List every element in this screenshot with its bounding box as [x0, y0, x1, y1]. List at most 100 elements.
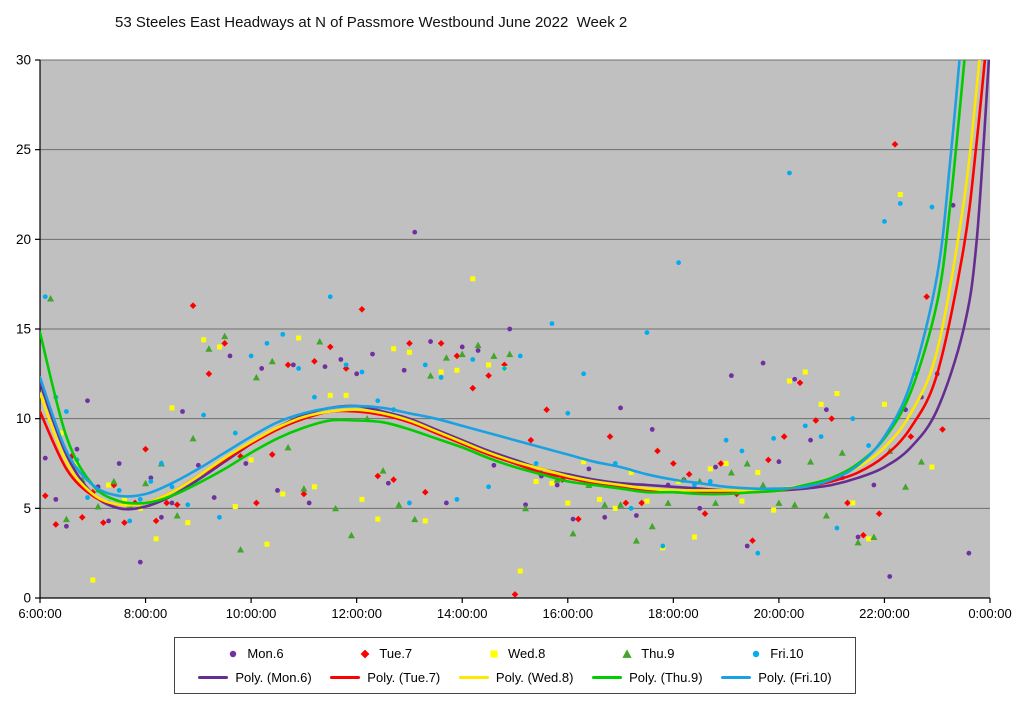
- data-point-marker: [490, 352, 498, 359]
- data-point-marker: [137, 559, 143, 565]
- data-point-marker: [94, 503, 102, 510]
- data-point-marker: [237, 453, 244, 460]
- data-point-marker: [744, 543, 750, 549]
- poly-fri10-line-icon: [721, 675, 752, 680]
- data-point-marker: [284, 443, 292, 451]
- data-point-marker: [275, 488, 280, 493]
- data-point-marker: [412, 229, 418, 235]
- data-point-marker: [507, 326, 513, 332]
- data-point-marker: [395, 501, 403, 508]
- data-point-marker: [47, 295, 55, 302]
- data-point-marker: [897, 201, 903, 206]
- data-point-marker: [875, 510, 883, 518]
- wed8-marker-icon: [490, 649, 498, 658]
- data-point-marker: [142, 445, 149, 453]
- data-point-marker: [169, 500, 175, 506]
- legend-label-poly-fri10: Poly. (Fri.10): [758, 670, 832, 685]
- data-point-marker: [100, 519, 107, 526]
- data-point-marker: [707, 466, 713, 472]
- data-point-marker: [390, 476, 397, 483]
- data-point-marker: [644, 330, 650, 335]
- data-point-marker: [127, 518, 133, 524]
- data-point-marker: [189, 434, 197, 442]
- data-point-marker: [248, 353, 254, 359]
- data-point-marker: [359, 369, 365, 375]
- data-point-marker: [765, 456, 772, 464]
- data-point-marker: [374, 472, 382, 480]
- data-point-marker: [121, 496, 127, 502]
- data-point-marker: [670, 460, 677, 467]
- data-point-marker: [406, 340, 413, 347]
- y-tick-label: 20: [16, 232, 31, 247]
- data-point-marker: [664, 499, 672, 506]
- data-point-marker: [52, 521, 60, 528]
- poly-mon6-line-icon: [198, 675, 229, 680]
- data-point-marker: [116, 461, 122, 466]
- data-point-marker: [612, 505, 618, 511]
- data-point-marker: [929, 464, 935, 470]
- data-point-marker: [486, 362, 492, 368]
- data-point-marker: [63, 523, 69, 529]
- data-point-marker: [201, 412, 207, 418]
- data-point-marker: [622, 499, 630, 507]
- data-point-marker: [163, 499, 170, 507]
- data-point-marker: [296, 366, 302, 371]
- legend-label-poly-mon6: Poly. (Mon.6): [235, 670, 312, 685]
- data-point-marker: [723, 437, 729, 443]
- data-point-marker: [354, 371, 360, 377]
- data-point-marker: [791, 501, 799, 508]
- data-point-marker: [739, 448, 745, 454]
- data-point-marker: [280, 331, 286, 337]
- legend-item-thu9: Thu.9: [620, 646, 674, 661]
- chart-title: 53 Steeles East Headways at N of Passmor…: [115, 14, 628, 31]
- data-point-marker: [332, 504, 340, 512]
- data-point-marker: [866, 443, 872, 448]
- data-point-marker: [116, 488, 122, 493]
- data-point-marker: [189, 302, 197, 309]
- data-point-marker: [771, 435, 777, 441]
- data-point-marker: [549, 321, 555, 327]
- x-tick-label: 12:00:00: [331, 606, 382, 621]
- data-point-marker: [322, 364, 328, 370]
- data-point-marker: [743, 460, 751, 467]
- data-point-marker: [230, 650, 237, 657]
- data-point-marker: [121, 519, 128, 526]
- data-point-marker: [712, 499, 720, 506]
- data-point-marker: [786, 378, 792, 384]
- data-point-marker: [691, 534, 697, 540]
- data-point-marker: [158, 461, 164, 466]
- data-point-marker: [470, 276, 476, 282]
- data-point-marker: [581, 459, 587, 465]
- data-point-marker: [361, 649, 370, 658]
- data-point-marker: [860, 531, 867, 539]
- data-point-marker: [533, 478, 539, 484]
- data-point-marker: [570, 516, 576, 522]
- data-point-marker: [802, 423, 808, 429]
- data-point-marker: [601, 501, 609, 508]
- data-point-marker: [533, 461, 539, 466]
- x-tick-label: 20:00:00: [754, 606, 805, 621]
- data-point-marker: [870, 533, 878, 541]
- data-point-marker: [549, 480, 555, 486]
- data-point-marker: [866, 536, 872, 542]
- legend-item-poly-fri10: Poly. (Fri.10): [721, 670, 832, 685]
- data-point-marker: [771, 507, 777, 513]
- data-point-marker: [221, 332, 229, 340]
- data-point-marker: [871, 482, 877, 488]
- x-tick-label: 22:00:00: [859, 606, 910, 621]
- data-point-marker: [217, 514, 222, 520]
- legend-label-poly-wed8: Poly. (Wed.8): [495, 670, 574, 685]
- data-point-marker: [327, 392, 333, 398]
- data-point-marker: [85, 495, 90, 500]
- data-point-marker: [787, 170, 792, 176]
- data-point-marker: [606, 433, 614, 440]
- data-point-marker: [527, 436, 535, 444]
- data-point-marker: [755, 550, 761, 556]
- data-point-marker: [628, 469, 634, 475]
- data-point-marker: [211, 495, 217, 500]
- data-point-marker: [458, 350, 466, 358]
- legend-item-tue7: Tue.7: [358, 646, 412, 661]
- data-point-marker: [728, 373, 734, 379]
- data-point-marker: [517, 568, 523, 574]
- data-point-marker: [776, 459, 782, 465]
